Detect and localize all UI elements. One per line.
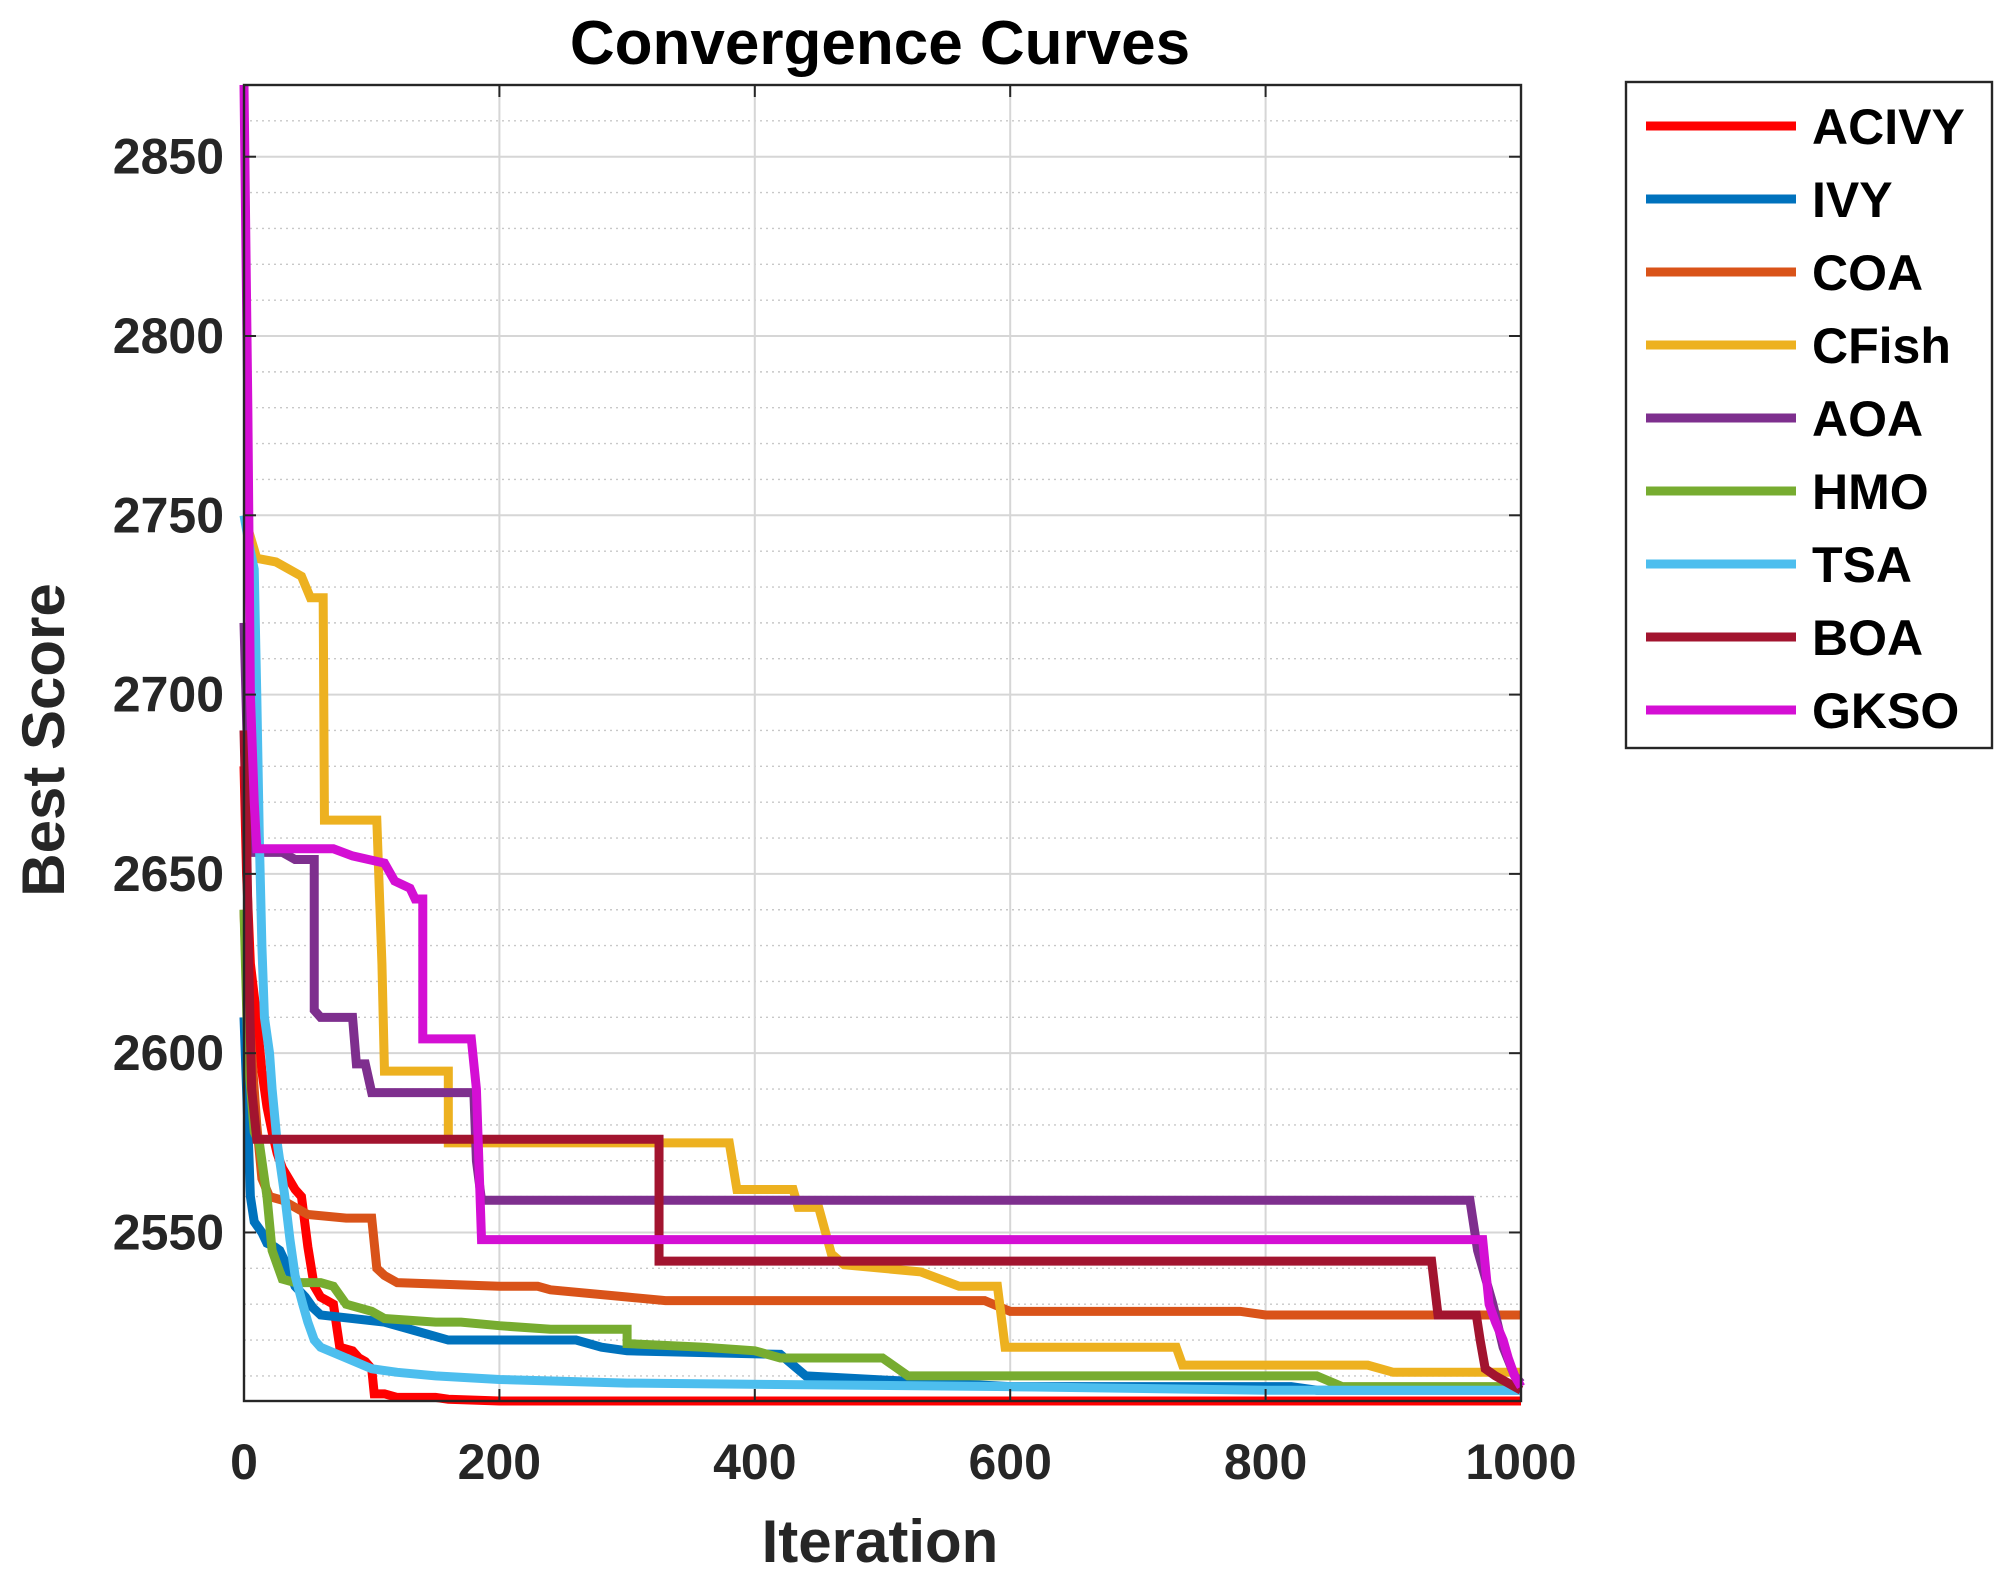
y-tick-label: 2600 (113, 1025, 224, 1081)
y-tick-label: 2700 (113, 667, 224, 723)
legend-label-acivy: ACIVY (1812, 99, 1965, 155)
legend-label-ivy: IVY (1812, 172, 1893, 228)
legend-items: ACIVY IVY COA CFish AOA HMO TSA BOA GKSO (1646, 99, 1965, 739)
legend-label-cfish: CFish (1812, 318, 1951, 374)
chart-title: Convergence Curves (570, 9, 1190, 78)
x-tick-label: 800 (1224, 1434, 1307, 1490)
legend-label-coa: COA (1812, 245, 1923, 301)
x-tick-label: 600 (968, 1434, 1051, 1490)
series-line-cfish (239, 514, 1521, 1377)
series-line-boa (239, 730, 1524, 1395)
y-tick-label: 2550 (113, 1204, 224, 1260)
plot-frame (242, 83, 1523, 1403)
series-line-gkso (239, 84, 1525, 1389)
series-line-hmo (239, 909, 1521, 1392)
legend-label-boa: BOA (1812, 610, 1923, 666)
y-tick-label: 2650 (113, 846, 224, 902)
legend-label-tsa: TSA (1812, 537, 1912, 593)
series-lines (239, 84, 1525, 1406)
legend-label-gkso: GKSO (1812, 683, 1959, 739)
y-tick-label: 2850 (113, 129, 224, 185)
series-line-acivy (239, 766, 1521, 1406)
axes (242, 83, 1523, 1403)
legend-label-hmo: HMO (1812, 464, 1929, 520)
tick-labels: 0 200 400 600 800 1000 2550 2600 2650 2700 2750 280… (113, 129, 1577, 1490)
x-tick-label: 400 (713, 1434, 796, 1490)
series-line-coa (239, 909, 1521, 1320)
x-tick-label: 1000 (1465, 1434, 1576, 1490)
y-tick-label: 2750 (113, 487, 224, 543)
y-axis-label: Best Score (10, 583, 77, 896)
series-line-tsa (239, 514, 1521, 1395)
x-tick-label: 200 (458, 1434, 541, 1490)
y-tick-label: 2800 (113, 308, 224, 364)
legend: ACIVY IVY COA CFish AOA HMO TSA BOA GKSO (1624, 80, 1994, 750)
series-line-ivy (239, 1017, 1521, 1395)
x-axis-label: Iteration (762, 1508, 999, 1575)
x-tick-label: 0 (230, 1434, 258, 1490)
legend-label-aoa: AOA (1812, 391, 1923, 447)
